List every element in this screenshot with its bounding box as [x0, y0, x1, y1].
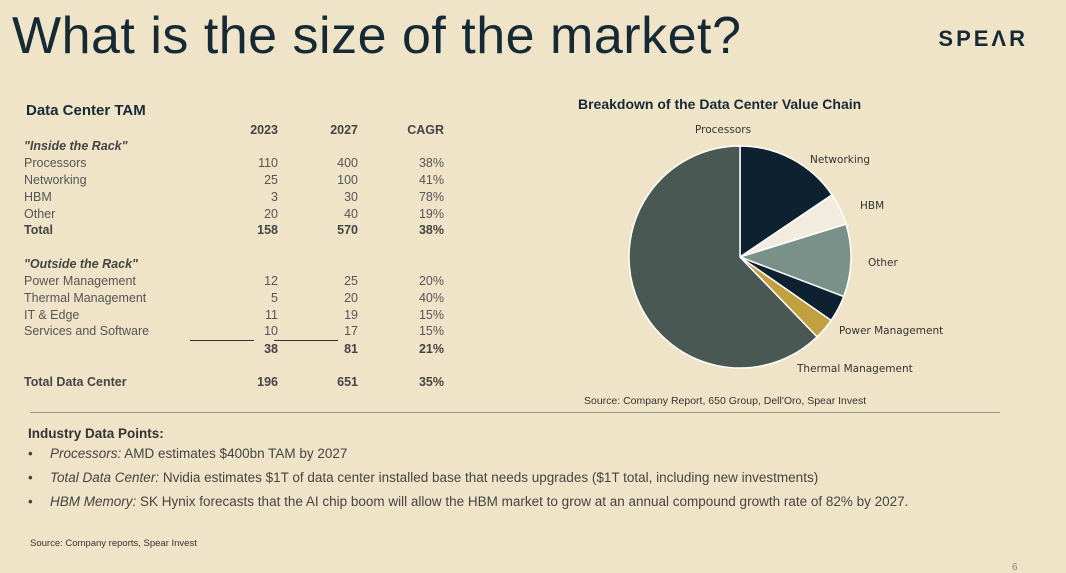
- table-row: Services and Software 10 17 15%: [24, 324, 444, 338]
- grand-total-row: Total Data Center 196 651 35%: [24, 375, 444, 389]
- footer-source: Source: Company reports, Spear Invest: [30, 538, 197, 549]
- bullet-lead: Total Data Center:: [50, 470, 160, 485]
- tam-table-title: Data Center TAM: [26, 102, 146, 119]
- pie-slice-other: [737, 223, 852, 298]
- pie-slice-processors: [628, 145, 819, 369]
- table-row: Power Management 12 25 20%: [24, 274, 444, 288]
- table-row: Networking 25 100 41%: [24, 173, 444, 187]
- pie-label-power-management: Power Management: [839, 325, 943, 337]
- pie-label-other: Other: [868, 257, 898, 269]
- bullet-lead: Processors:: [50, 446, 122, 461]
- table-row: Processors 110 400 38%: [24, 156, 444, 170]
- outside-rack-label: "Outside the Rack": [24, 257, 138, 271]
- section-divider: [30, 412, 1000, 413]
- table-row: IT & Edge 11 19 15%: [24, 308, 444, 322]
- pie-chart: Networking HBM Other Power Management Therma…: [628, 124, 943, 375]
- subtotal-underline-2027: [274, 340, 338, 341]
- bullet-lead: HBM Memory:: [50, 494, 137, 509]
- slide-title: What is the size of the market?: [12, 7, 742, 65]
- outside-total-row: 38 81 21%: [264, 342, 444, 356]
- pie-label-hbm: HBM: [860, 200, 884, 212]
- inside-rack-label: "Inside the Rack": [24, 139, 128, 153]
- spear-logo: SPEΛR: [938, 26, 1028, 51]
- bullet-icon: •: [28, 446, 33, 461]
- chart-source: Source: Company Report, 650 Group, Dell'…: [584, 395, 867, 407]
- industry-data-points-title: Industry Data Points:: [28, 426, 164, 441]
- header-cagr: CAGR: [407, 123, 444, 137]
- page-number: 6: [1012, 562, 1018, 573]
- inside-total-row: Total 158 570 38%: [24, 223, 444, 237]
- bullet-icon: •: [28, 470, 33, 485]
- bullet-text: Nvidia estimates $1T of data center inst…: [159, 470, 819, 485]
- pie-label-thermal-management: Thermal Management: [796, 363, 913, 375]
- table-row: Other 20 40 19%: [24, 207, 444, 221]
- pie-slice-networking: [739, 145, 834, 259]
- header-2023: 2023: [250, 123, 278, 137]
- table-row: HBM 3 30 78%: [24, 190, 444, 204]
- bullet-text: AMD estimates $400bn TAM by 2027: [121, 446, 348, 461]
- pie-label-networking: Networking: [810, 154, 870, 166]
- tam-header-row: 2023 2027 CAGR: [24, 123, 444, 140]
- chart-title: Breakdown of the Data Center Value Chain: [578, 96, 862, 112]
- bullet-icon: •: [28, 494, 33, 509]
- header-2027: 2027: [330, 123, 358, 137]
- subtotal-underline-2023: [190, 340, 254, 341]
- table-row: Thermal Management 5 20 40%: [24, 291, 444, 305]
- pie-label-processors: Processors: [695, 124, 751, 136]
- bullet-text: SK Hynix forecasts that the AI chip boom…: [136, 494, 909, 509]
